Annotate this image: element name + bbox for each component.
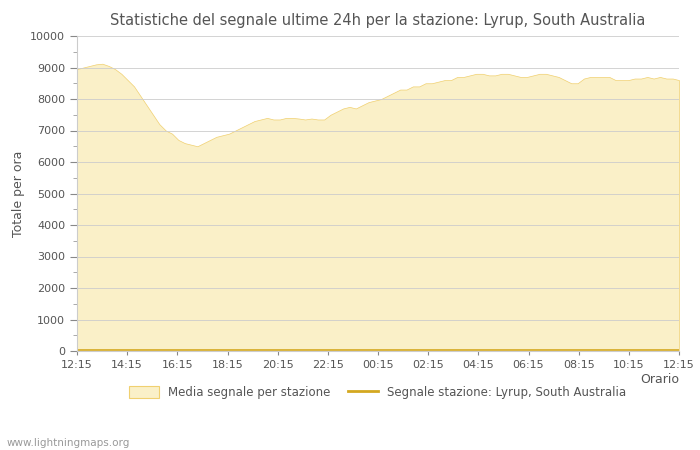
Legend: Media segnale per stazione, Segnale stazione: Lyrup, South Australia: Media segnale per stazione, Segnale staz… (123, 380, 633, 405)
Title: Statistiche del segnale ultime 24h per la stazione: Lyrup, South Australia: Statistiche del segnale ultime 24h per l… (111, 13, 645, 28)
Text: www.lightningmaps.org: www.lightningmaps.org (7, 438, 130, 448)
Text: Orario: Orario (640, 373, 679, 386)
Y-axis label: Totale per ora: Totale per ora (12, 150, 24, 237)
